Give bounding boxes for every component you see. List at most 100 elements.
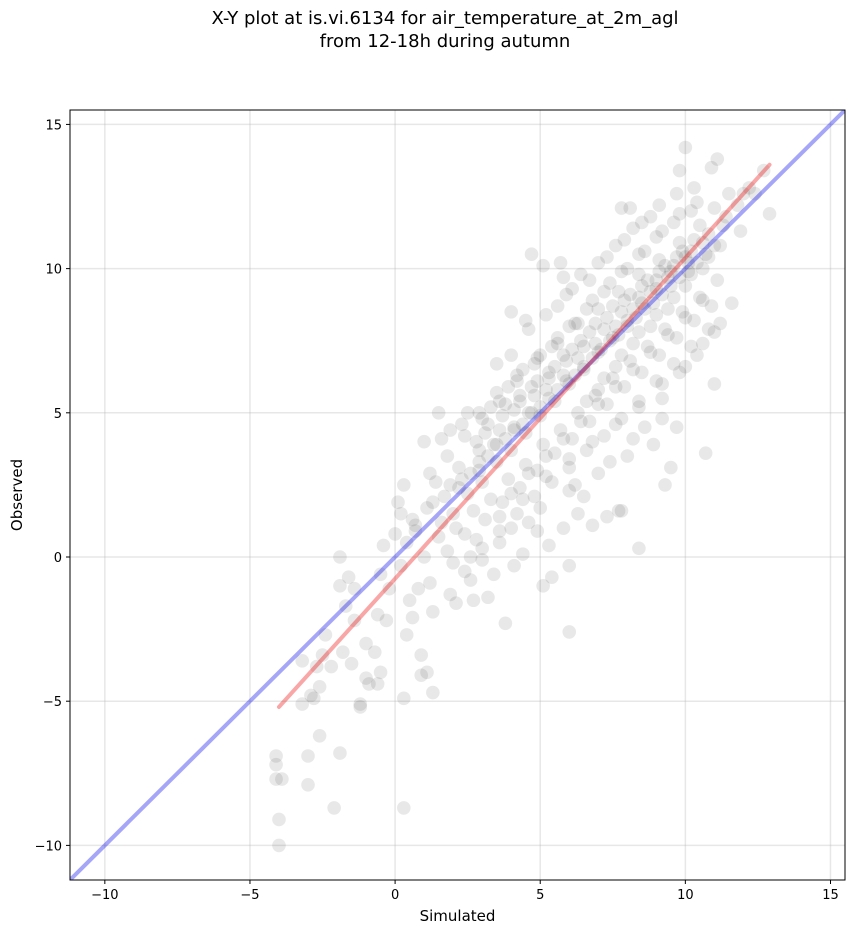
data-point [608, 319, 623, 334]
data-point [455, 472, 469, 486]
data-point [333, 746, 347, 760]
data-point [672, 270, 687, 285]
regression-line [276, 162, 772, 709]
data-point [684, 204, 698, 218]
data-point [591, 256, 606, 270]
data-point [481, 417, 495, 432]
data-point [423, 466, 437, 481]
data-point [582, 414, 597, 429]
data-point [574, 267, 588, 282]
data-point [426, 685, 440, 700]
data-point [353, 697, 368, 711]
data-point [269, 772, 283, 786]
data-point [632, 541, 646, 556]
data-point [460, 486, 475, 501]
data-point [550, 336, 565, 351]
data-point [614, 411, 629, 426]
data-point [472, 406, 487, 420]
data-point [521, 466, 536, 481]
data-point [568, 368, 582, 383]
data-point [623, 354, 638, 368]
data-point [341, 570, 356, 584]
data-point [588, 388, 603, 403]
data-point [611, 328, 626, 342]
data-point [405, 610, 420, 625]
data-point [623, 201, 638, 215]
data-point [681, 264, 696, 279]
data-point [533, 501, 548, 515]
data-point [695, 235, 710, 250]
data-point [701, 322, 716, 336]
data-point [510, 374, 524, 388]
data-point [394, 558, 408, 573]
data-point [597, 284, 611, 299]
data-point [324, 659, 339, 674]
data-point [562, 625, 577, 639]
data-point [608, 238, 623, 253]
data-point [678, 250, 693, 264]
data-point [605, 331, 620, 345]
data-point [571, 506, 585, 521]
data-point [536, 579, 550, 593]
data-point [600, 509, 614, 524]
data-point [388, 527, 402, 541]
data-point [672, 207, 687, 221]
data-point [693, 218, 707, 233]
data-point [518, 313, 533, 328]
data-point [492, 535, 507, 550]
data-point [637, 420, 652, 435]
data-point [611, 284, 626, 299]
data-point [620, 313, 635, 328]
data-point [501, 380, 516, 394]
data-point [632, 290, 646, 305]
data-point [269, 749, 283, 763]
data-point [455, 417, 469, 432]
data-point [713, 238, 727, 253]
data-point [722, 186, 736, 201]
data-point [492, 423, 507, 437]
data-point [585, 434, 600, 449]
data-point [426, 604, 440, 619]
data-point [681, 256, 696, 270]
data-point [649, 273, 664, 287]
data-point [414, 668, 429, 683]
data-point [733, 224, 748, 238]
y-tick-label: −5 [43, 695, 62, 710]
data-point [762, 207, 777, 221]
data-point [434, 431, 449, 446]
data-point [669, 186, 684, 201]
data-point [530, 524, 545, 538]
data-point [504, 305, 518, 319]
data-point [635, 365, 649, 380]
data-point [370, 677, 385, 691]
data-point [295, 697, 310, 711]
data-point [649, 230, 664, 244]
data-point [742, 181, 757, 195]
data-point [547, 359, 562, 374]
data-point [472, 463, 487, 478]
y-tick-label: −10 [35, 839, 62, 854]
data-point [672, 163, 687, 178]
data-point [516, 492, 530, 507]
data-point [646, 437, 661, 452]
data-point [643, 319, 658, 334]
data-point [524, 406, 539, 420]
data-point [397, 478, 411, 492]
data-point [431, 530, 446, 544]
data-point [492, 509, 507, 524]
data-point [547, 394, 562, 409]
data-point [652, 264, 667, 279]
data-point [431, 406, 446, 420]
data-point [545, 475, 559, 489]
data-point [420, 501, 434, 515]
data-point [521, 406, 536, 420]
data-point [675, 305, 690, 319]
data-point [446, 555, 460, 570]
data-point [530, 463, 545, 478]
x-tick-label: 10 [677, 888, 694, 903]
data-point [443, 423, 458, 437]
data-point [408, 524, 423, 538]
data-point [620, 449, 635, 463]
data-point [669, 420, 684, 435]
data-point [571, 406, 585, 420]
